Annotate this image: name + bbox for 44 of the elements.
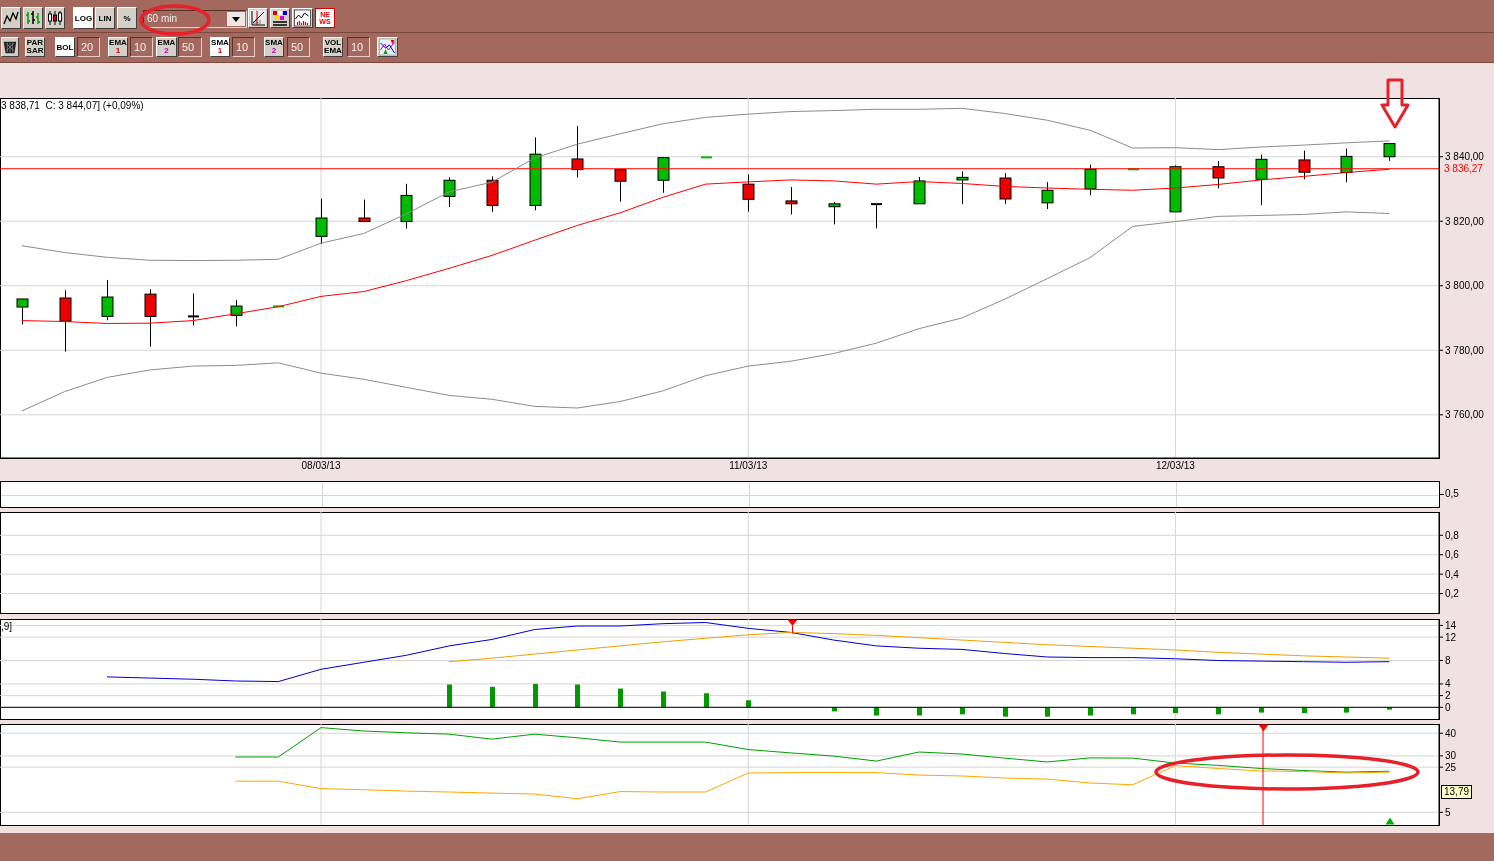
y-tick-label: 3 760,00 bbox=[1445, 409, 1485, 421]
button: LOG bbox=[73, 7, 94, 29]
x-tick-label: 11/03/13 bbox=[729, 460, 768, 472]
y-tick-label: 4 bbox=[1445, 678, 1451, 690]
text: 0,5 bbox=[1440, 488, 1459, 500]
button: BOL bbox=[55, 37, 75, 57]
y-tick-label: 30 bbox=[1445, 750, 1457, 762]
annotation: 3 838,71 C: 3 844,07] (+0,09%) bbox=[1, 100, 144, 112]
y-tick-label: 12 bbox=[1445, 631, 1457, 643]
y-tick-label: 5 bbox=[1445, 806, 1451, 818]
button: VOL EMA bbox=[323, 37, 343, 57]
button: EMA 1 bbox=[108, 37, 128, 57]
text-field: 10 bbox=[130, 37, 153, 57]
y-tick-label: 14 bbox=[1445, 619, 1457, 631]
y-tick-label: 0,4 bbox=[1445, 568, 1460, 580]
y-tick-label: 3 820,00 bbox=[1445, 215, 1485, 227]
y-tick-label: 25 bbox=[1445, 761, 1457, 773]
text-field: 50 bbox=[178, 37, 202, 57]
text-field: 10 bbox=[347, 37, 370, 57]
button: SMA 1 bbox=[210, 37, 230, 57]
button: PAR SAR bbox=[25, 37, 45, 57]
text-field: 50 bbox=[287, 37, 310, 57]
dropdown: 60 min bbox=[143, 10, 247, 28]
annotation: 13,79 bbox=[1441, 785, 1473, 800]
y-tick-label: 3 800,00 bbox=[1445, 280, 1485, 292]
text-field: 10 bbox=[232, 37, 255, 57]
y-tick-label: 0 bbox=[1445, 701, 1451, 713]
y-tick-label: 0,2 bbox=[1445, 588, 1460, 600]
ref-line-label: 3 836,27 bbox=[1444, 163, 1484, 175]
x-tick-label: 12/03/13 bbox=[1155, 460, 1196, 472]
button: EMA 2 bbox=[156, 37, 177, 57]
text-field: 20 bbox=[77, 37, 100, 57]
button: LIN bbox=[95, 7, 115, 29]
annotation: ,9] bbox=[1, 621, 13, 633]
button: % bbox=[117, 7, 137, 29]
y-tick-label: 0,6 bbox=[1445, 549, 1460, 561]
y-tick-label: 40 bbox=[1445, 727, 1457, 739]
y-tick-label: 8 bbox=[1445, 655, 1451, 667]
x-tick-label: 08/03/13 bbox=[301, 460, 341, 472]
button: SMA 2 bbox=[264, 37, 284, 57]
y-tick-label: 2 bbox=[1445, 690, 1451, 702]
y-tick-label: 3 780,00 bbox=[1445, 344, 1485, 356]
y-tick-label: 3 840,00 bbox=[1445, 151, 1485, 163]
y-tick-label: 0,8 bbox=[1445, 529, 1460, 541]
